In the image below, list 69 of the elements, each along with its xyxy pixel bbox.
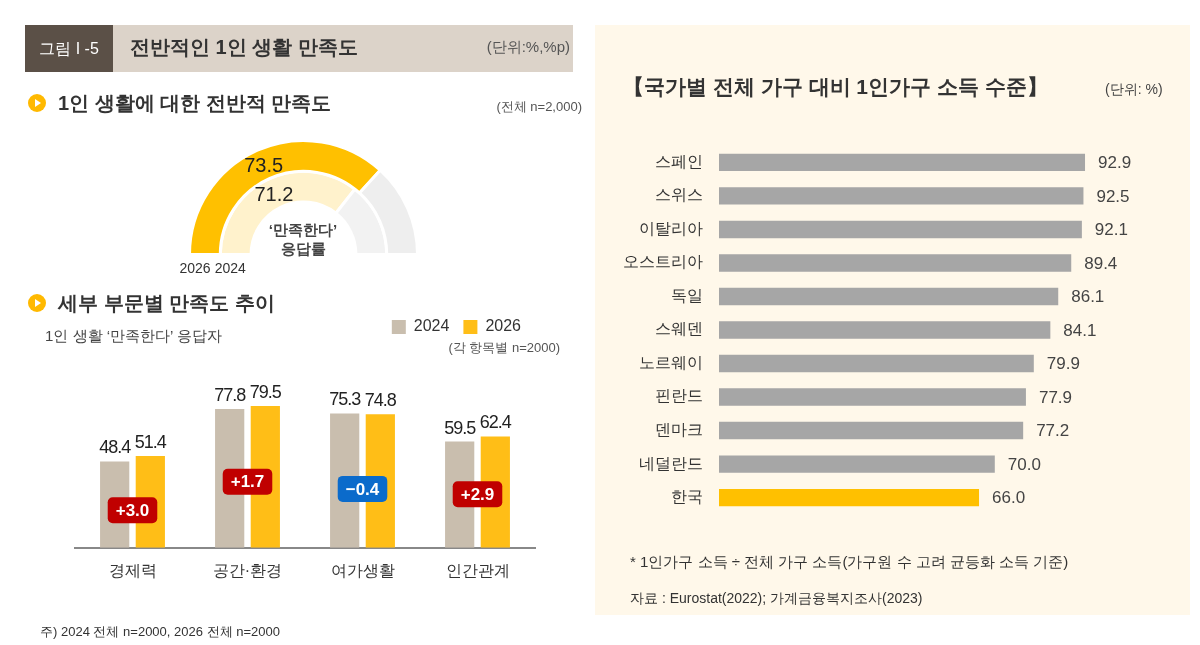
data-label: 75.3 bbox=[329, 389, 362, 410]
data-label: 92.9 bbox=[1098, 153, 1132, 173]
x-tick-label: 인간관계 bbox=[445, 561, 510, 579]
bar bbox=[719, 455, 995, 473]
data-label: 79.9 bbox=[1046, 354, 1080, 374]
chart-subtitle: 1인 생활 ‘만족한다’ 응답자 bbox=[45, 327, 222, 346]
data-label: 92.5 bbox=[1096, 186, 1130, 206]
text: ‘만족한다’ 응답률 bbox=[267, 220, 339, 258]
data-label: 86.1 bbox=[1071, 287, 1105, 307]
slice-label: 2026 bbox=[179, 260, 211, 277]
text: (전체 n=2,000) bbox=[496, 98, 582, 116]
text: (단위: %) bbox=[1105, 81, 1163, 99]
y-tick-label: 덴마크 bbox=[655, 420, 703, 438]
data-label: 73.5 bbox=[244, 153, 284, 176]
bar bbox=[719, 421, 1024, 440]
chart-title: 세부 부문별 만족도 추이 bbox=[58, 291, 275, 316]
slice-label: 2024 bbox=[214, 260, 246, 277]
annotation: +3.0 bbox=[115, 501, 150, 520]
y-tick-label: 이탈리아 bbox=[639, 219, 703, 237]
bar bbox=[719, 321, 1051, 339]
data-label: 74.8 bbox=[364, 390, 397, 411]
y-tick-label: 네덜란드 bbox=[639, 454, 703, 472]
data-label: 89.4 bbox=[1084, 253, 1118, 273]
x-tick-label: 여가생활 bbox=[330, 561, 395, 579]
data-label: 71.2 bbox=[254, 183, 294, 206]
y-tick-label: 핀란드 bbox=[655, 387, 703, 405]
y-tick-label: 오스트리아 bbox=[623, 253, 703, 271]
data-label: 77.8 bbox=[214, 384, 247, 405]
text: (단위:%,%p) bbox=[486, 38, 570, 57]
data-label: 62.4 bbox=[479, 412, 512, 433]
y-tick-label: 독일 bbox=[671, 286, 703, 304]
data-label: 66.0 bbox=[992, 488, 1026, 508]
bar bbox=[719, 187, 1084, 205]
annotation: −0.4 bbox=[345, 479, 380, 499]
data-label: 59.5 bbox=[444, 417, 477, 438]
bar bbox=[719, 388, 1026, 406]
annotation: +1.7 bbox=[230, 472, 265, 492]
x-tick-label: 공간·환경 bbox=[212, 561, 283, 579]
data-label: 48.4 bbox=[99, 437, 132, 458]
text: (각 항목별 n=2000) bbox=[448, 339, 560, 357]
data-label: 79.5 bbox=[249, 381, 282, 402]
data-label: 70.0 bbox=[1007, 454, 1041, 474]
bar bbox=[719, 153, 1086, 172]
annotation: +2.9 bbox=[460, 484, 495, 504]
x-tick-label: 경제력 bbox=[108, 561, 157, 579]
bar bbox=[719, 287, 1059, 306]
bar bbox=[719, 220, 1082, 239]
y-tick-label: 스위스 bbox=[655, 186, 703, 204]
y-tick-label: 스웨덴 bbox=[655, 320, 703, 338]
data-label: 77.2 bbox=[1036, 421, 1070, 441]
y-tick-label: 노르웨이 bbox=[639, 353, 703, 371]
data-label: 84.1 bbox=[1063, 320, 1097, 340]
chart-title: 1인 생활에 대한 전반적 만족도 bbox=[58, 91, 332, 116]
bar bbox=[719, 254, 1072, 272]
y-tick-label: 한국 bbox=[671, 488, 703, 506]
data-label: 77.9 bbox=[1038, 387, 1073, 407]
chart-title: 【국가별 전체 가구 대비 1인가구 소득 수준】 bbox=[623, 74, 1048, 100]
text: * 1인가구 소득 ÷ 전체 가구 소득(가구원 수 고려 균등화 소득 기준) bbox=[630, 553, 1069, 572]
text: 전반적인 1인 생활 만족도 bbox=[130, 35, 358, 60]
legend-label: 2026 bbox=[485, 317, 522, 335]
bar bbox=[719, 354, 1034, 373]
legend-label: 2024 bbox=[413, 317, 450, 335]
data-label: 51.4 bbox=[134, 432, 167, 453]
data-label: 92.1 bbox=[1094, 220, 1128, 240]
text: 그림 I -5 bbox=[25, 25, 113, 72]
y-tick-label: 스페인 bbox=[655, 152, 703, 170]
bar bbox=[719, 488, 980, 507]
text: 자료 : Eurostat(2022); 가계금융복지조사(2023) bbox=[630, 590, 923, 608]
text: 주) 2024 전체 n=2000, 2026 전체 n=2000 bbox=[40, 623, 280, 641]
